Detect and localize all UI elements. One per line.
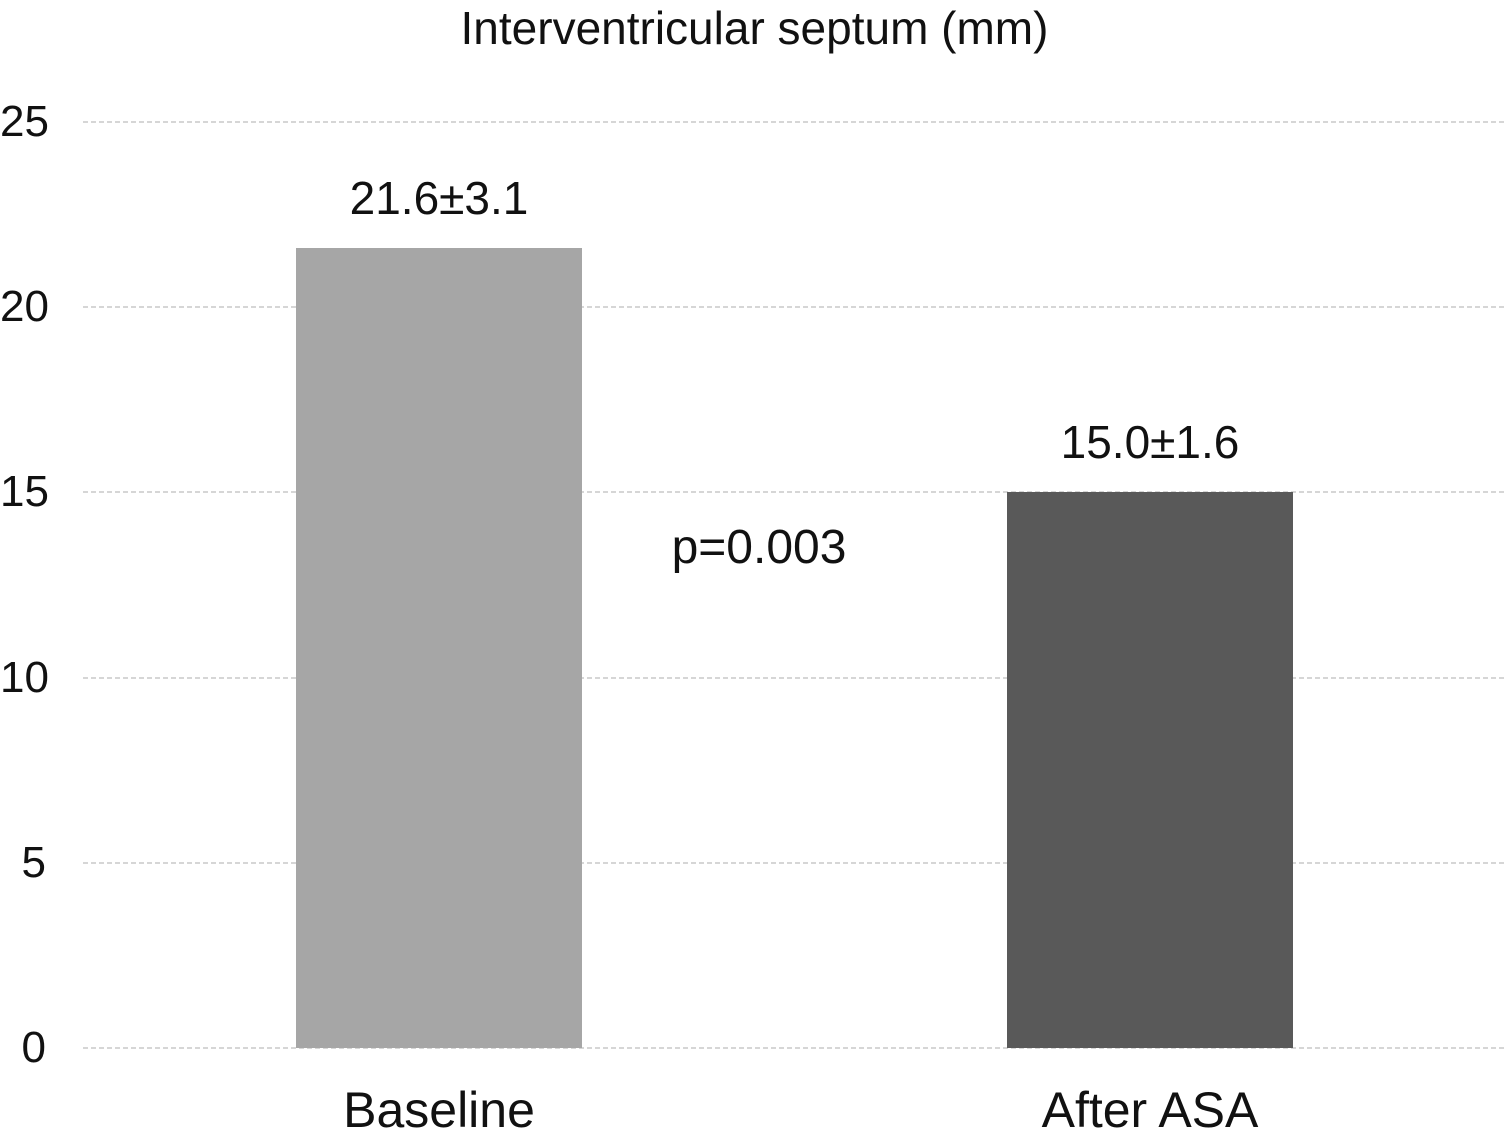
x-axis-category-label-baseline: Baseline	[343, 1082, 535, 1138]
y-axis-tick-label: 20	[0, 282, 49, 332]
y-axis-tick-label: 15	[0, 467, 49, 517]
y-axis-tick-label: 5	[21, 837, 46, 887]
p-value-annotation: p=0.003	[671, 521, 847, 574]
x-axis-category-label-after-asa: After ASA	[1041, 1082, 1259, 1138]
y-axis-tick-label: 10	[0, 652, 49, 702]
gridline	[83, 1047, 1505, 1049]
bar-value-label-baseline: 21.6±3.1	[349, 172, 529, 224]
chart-title: Interventricular septum (mm)	[460, 2, 1049, 54]
gridline	[83, 306, 1505, 309]
y-axis-tick-label: 0	[21, 1023, 46, 1072]
gridline	[83, 861, 1505, 864]
gridline	[83, 491, 1505, 494]
gridline	[83, 121, 1505, 123]
bar-after-asa	[1007, 492, 1293, 1048]
y-axis-tick-label: 25	[0, 97, 49, 146]
bar-value-label-after-asa: 15.0±1.6	[1060, 416, 1240, 468]
bar-baseline	[296, 248, 582, 1048]
gridline	[83, 676, 1505, 679]
plot-area: p=0.003 21.6±3.1 15.0±1.6	[83, 121, 1505, 1049]
